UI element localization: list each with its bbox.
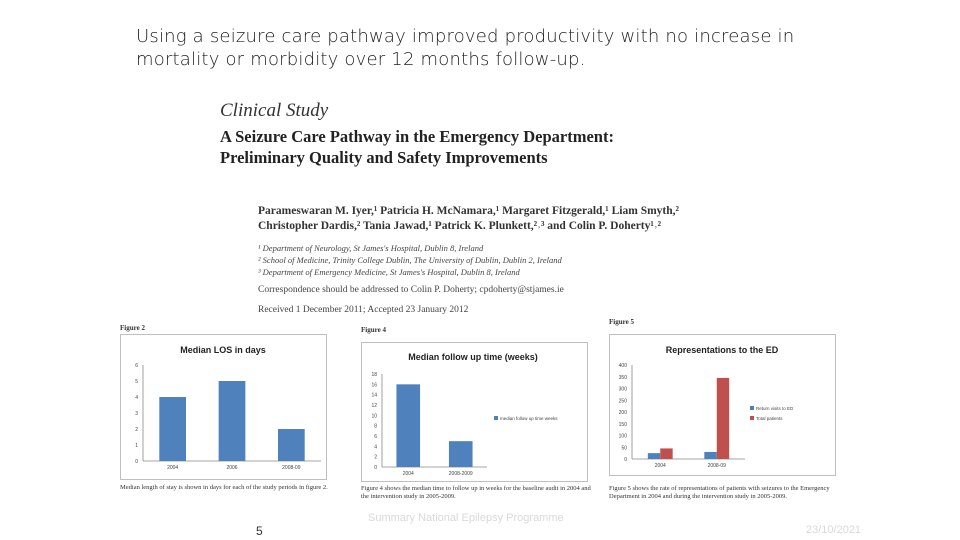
affiliation-1: ¹ Department of Neurology, St James's Ho… [258, 243, 484, 253]
paper-kind: Clinical Study [220, 100, 329, 121]
figure-2-caption: Median length of stay is shown in days f… [120, 484, 328, 491]
bar [218, 381, 246, 461]
chart-title: Median follow up time (weeks) [408, 352, 538, 362]
y-tick-label: 6 [135, 363, 138, 369]
y-tick-label: 10 [371, 413, 377, 419]
y-tick-label: 8 [374, 424, 377, 430]
figure-4-caption: Figure 4 shows the median time to follow… [361, 485, 591, 500]
y-tick-label: 0 [135, 459, 138, 465]
x-tick-label: 2004 [403, 471, 414, 477]
figure-5-chart: Representations to the ED 0 50 100 150 200 250… [609, 334, 836, 476]
y-tick-label: 400 [619, 363, 628, 369]
paper-header: Clinical Study A Seizure Care Pathway in… [220, 100, 740, 168]
y-tick-label: 350 [619, 375, 628, 381]
figure-5-label: Figure 5 [609, 318, 634, 326]
y-tick-label: 12 [371, 403, 377, 409]
x-tick-label: 2004 [655, 463, 666, 469]
y-tick-label: 150 [619, 422, 628, 428]
bar [396, 384, 421, 467]
y-tick-label: 5 [135, 379, 138, 385]
y-tick-label: 1 [135, 443, 138, 449]
los-chart-svg: Median LOS in days 0 1 2 3 4 5 6 2004 2006 2008-09 [135, 345, 321, 471]
x-tick-label: 2008-09 [708, 463, 727, 469]
figure-2-label: Figure 2 [120, 324, 145, 332]
correspondence: Correspondence should be addressed to Co… [258, 285, 564, 295]
legend-swatch [750, 406, 754, 410]
y-tick-label: 200 [619, 410, 628, 416]
x-tick-label: 2004 [167, 465, 178, 471]
y-tick-label: 14 [371, 393, 377, 399]
y-tick-label: 3 [135, 411, 138, 417]
followup-chart-svg: Median follow up time (weeks) 0 2 4 6 8 10 12 14… [371, 352, 558, 477]
x-tick-label: 2006 [226, 465, 237, 471]
figure-4-label: Figure 4 [361, 326, 386, 334]
paper-title-line1: A Seizure Care Pathway in the Emergency … [220, 127, 614, 146]
bar [159, 397, 187, 461]
bar [704, 451, 717, 459]
x-tick-label: 2008-2009 [449, 471, 473, 477]
paper-title: A Seizure Care Pathway in the Emergency … [220, 126, 700, 168]
y-tick-label: 2 [135, 427, 138, 433]
paper-title-line2: Preliminary Quality and Safety Improveme… [220, 148, 548, 167]
legend-swatch [494, 416, 498, 420]
paper-affiliations: ¹ Department of Neurology, St James's Ho… [258, 242, 728, 278]
figure-5-caption: Figure 5 shows the rate of representatio… [609, 485, 830, 500]
legend-label: Return visits to ED [756, 406, 794, 411]
chart-title: Median LOS in days [180, 345, 266, 355]
authors-line2: Christopher Dardis,² Tania Jawad,¹ Patri… [258, 220, 662, 232]
affiliation-2: ² School of Medicine, Trinity College Du… [258, 255, 562, 265]
paper-authors: Parameswaran M. Iyer,¹ Patricia H. McNam… [258, 204, 728, 234]
y-tick-label: 16 [371, 382, 377, 388]
x-tick-label: 2008-09 [282, 465, 301, 471]
affiliation-3: ³ Department of Emergency Medicine, St J… [258, 267, 520, 277]
figure-2-chart: Median LOS in days 0 1 2 3 4 5 6 2004 2006 2008-09 [120, 334, 327, 480]
bar [448, 441, 473, 467]
y-tick-label: 2 [374, 455, 377, 461]
figure-4-chart: Median follow up time (weeks) 0 2 4 6 8 10 12 14… [361, 342, 588, 482]
footer-date: 23/10/2021 [806, 524, 862, 536]
y-tick-label: 0 [624, 457, 627, 463]
y-tick-label: 100 [619, 434, 628, 440]
y-tick-label: 4 [374, 444, 377, 450]
y-tick-label: 50 [621, 445, 627, 451]
bar [277, 429, 305, 461]
bar [716, 377, 730, 459]
y-tick-label: 0 [374, 465, 377, 471]
legend-label: Total patients [756, 416, 783, 421]
bar [647, 453, 661, 459]
legend-label: median follow up time weeks [500, 416, 558, 421]
slide-headline: Using a seizure care pathway improved pr… [136, 26, 795, 70]
y-tick-label: 6 [374, 434, 377, 440]
y-tick-label: 4 [135, 395, 138, 401]
authors-line1: Parameswaran M. Iyer,¹ Patricia H. McNam… [258, 205, 679, 217]
received-dates: Received 1 December 2011; Accepted 23 Ja… [258, 305, 469, 315]
y-tick-label: 250 [619, 398, 628, 404]
footer-title: Summary National Epilepsy Programme [368, 512, 564, 524]
page-number: 5 [256, 524, 263, 538]
y-tick-label: 18 [371, 372, 377, 378]
legend-swatch [750, 416, 754, 420]
chart-title: Representations to the ED [666, 345, 779, 355]
representations-chart-svg: Representations to the ED 0 50 100 150 200 250… [619, 345, 794, 469]
bar [660, 448, 673, 459]
y-tick-label: 300 [619, 387, 628, 393]
